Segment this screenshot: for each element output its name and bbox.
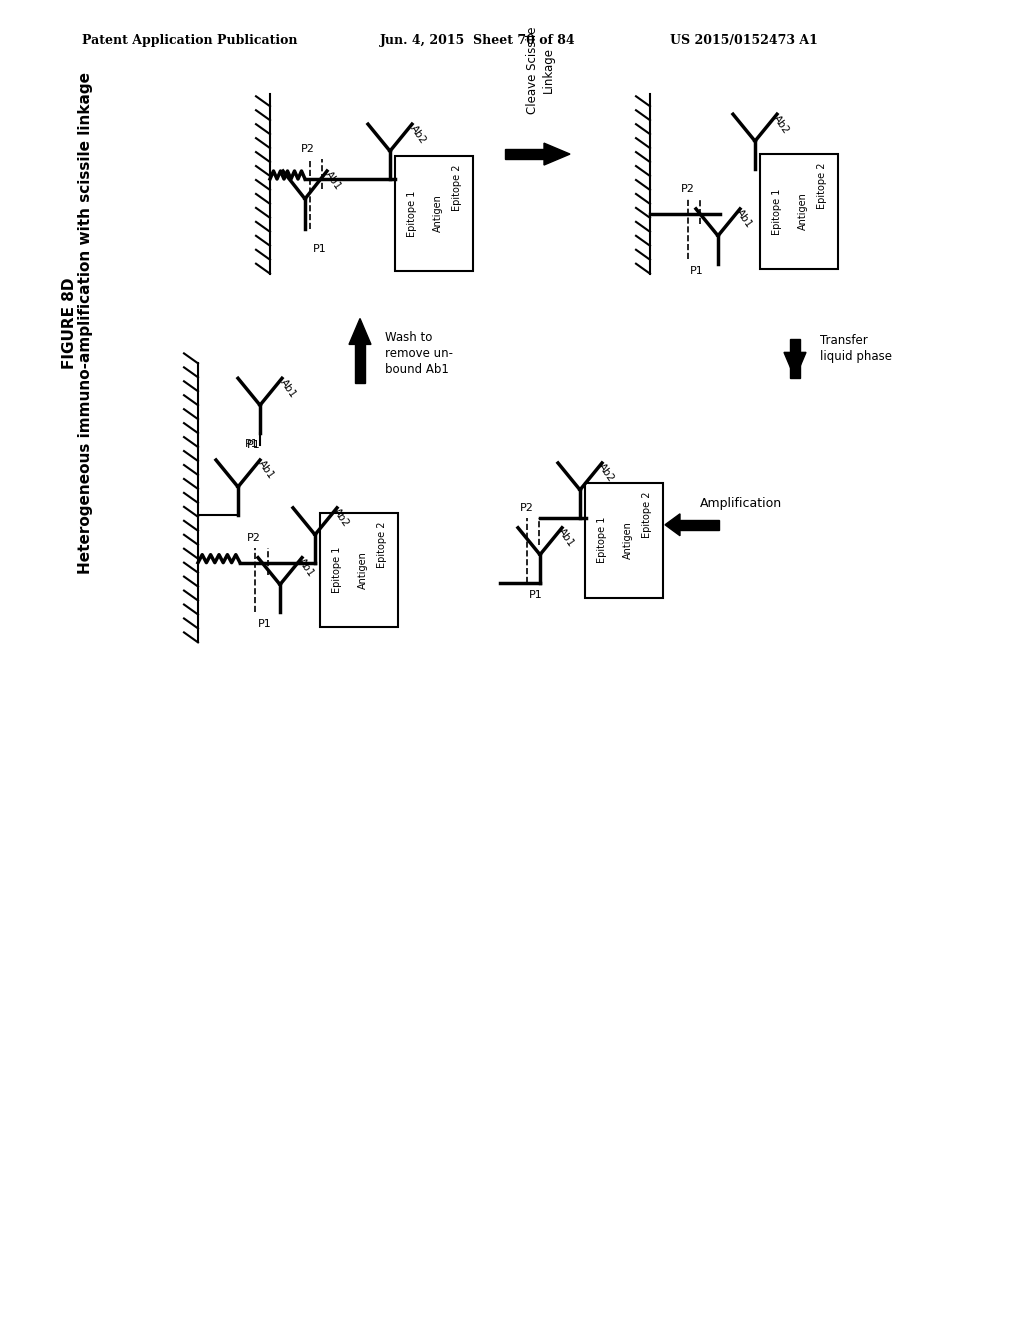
Text: P1: P1	[258, 619, 271, 630]
Text: Patent Application Publication: Patent Application Publication	[82, 34, 298, 48]
Polygon shape	[784, 352, 806, 379]
Text: Epitope 1: Epitope 1	[332, 546, 342, 593]
Text: Epitope 1: Epitope 1	[772, 189, 782, 235]
Bar	[680, 520, 719, 529]
Text: Epitope 2: Epitope 2	[817, 162, 827, 210]
Text: FIGURE 8D: FIGURE 8D	[62, 277, 77, 370]
Text: Wash to
remove un-
bound Ab1: Wash to remove un- bound Ab1	[385, 331, 453, 376]
Text: Epitope 1: Epitope 1	[597, 517, 607, 564]
Text: Transfer
liquid phase: Transfer liquid phase	[820, 334, 892, 363]
Text: Ab1: Ab1	[256, 459, 275, 482]
Text: Ab1: Ab1	[278, 378, 298, 400]
Text: P2: P2	[247, 533, 261, 543]
Text: Antigen: Antigen	[358, 552, 368, 589]
Bar	[395, 156, 473, 271]
Bar	[790, 339, 800, 379]
Text: Ab1: Ab1	[323, 170, 343, 193]
Text: Antigen: Antigen	[798, 193, 808, 230]
Text: P2: P2	[520, 503, 534, 513]
Text: Antigen: Antigen	[623, 521, 633, 560]
Text: Antigen: Antigen	[433, 194, 443, 232]
Text: Ab2: Ab2	[408, 123, 428, 145]
Text: Heterogeneous immuno-amplification with scissile linkage: Heterogeneous immuno-amplification with …	[78, 73, 93, 574]
Text: Jun. 4, 2015  Sheet 70 of 84: Jun. 4, 2015 Sheet 70 of 84	[380, 34, 575, 48]
Text: Amplification: Amplification	[700, 496, 782, 510]
Text: Epitope 2: Epitope 2	[378, 521, 387, 568]
Text: Epitope 2: Epitope 2	[453, 165, 463, 211]
Text: P1: P1	[690, 265, 703, 276]
Bar	[505, 149, 544, 158]
Text: P2: P2	[681, 183, 695, 194]
Text: Ab1: Ab1	[296, 557, 315, 579]
Text: Ab2: Ab2	[596, 462, 615, 484]
Text: Ab2: Ab2	[771, 114, 791, 136]
Polygon shape	[349, 318, 371, 345]
Polygon shape	[665, 513, 680, 536]
Text: Ab1: Ab1	[734, 207, 754, 230]
Bar	[585, 483, 663, 598]
Text: Epitope 1: Epitope 1	[408, 190, 417, 236]
Text: P1: P1	[247, 440, 261, 450]
Text: P2: P2	[301, 144, 315, 154]
Text: Epitope 2: Epitope 2	[642, 492, 652, 539]
Text: P1: P1	[313, 244, 327, 253]
Bar	[355, 345, 365, 383]
Text: Cleave Scissile
Linkage: Cleave Scissile Linkage	[525, 26, 555, 115]
Text: Ab1: Ab1	[556, 527, 575, 549]
Bar	[760, 154, 838, 269]
Bar	[319, 513, 398, 627]
Text: P1: P1	[529, 590, 543, 599]
Text: Ab2: Ab2	[331, 507, 351, 529]
Text: US 2015/0152473 A1: US 2015/0152473 A1	[670, 34, 818, 48]
Text: P1: P1	[245, 440, 259, 449]
Polygon shape	[544, 143, 570, 165]
